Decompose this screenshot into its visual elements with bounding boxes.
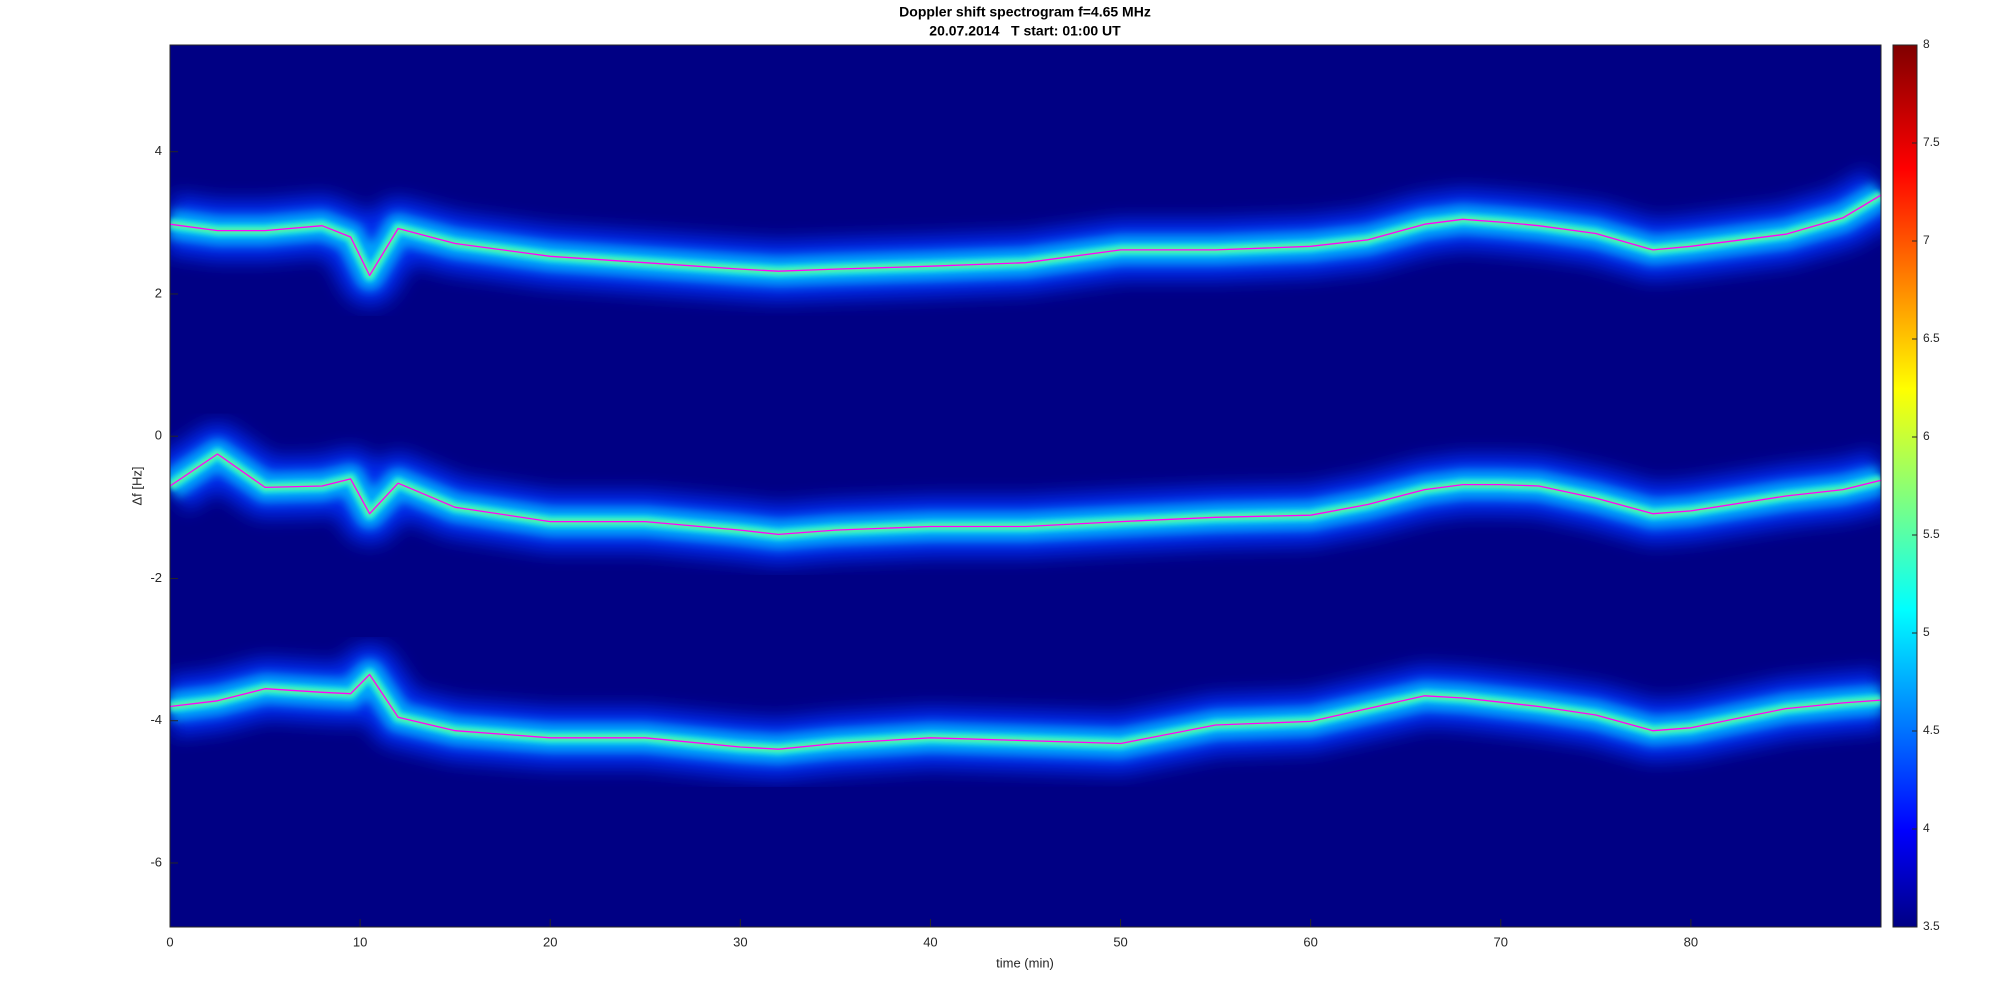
colorbar-tick-label: 6.5 bbox=[1923, 331, 1940, 345]
plot-area: 0 10 20 30 40 50 60 70 80 -6 -4 -2 0 2 4 bbox=[150, 44, 1882, 949]
colorbar-tick-label: 5 bbox=[1923, 625, 1930, 639]
y-tick-label: -2 bbox=[150, 570, 162, 585]
colorbar-tick-label: 4.5 bbox=[1923, 723, 1940, 737]
x-tick-label: 70 bbox=[1494, 934, 1508, 949]
x-tick-label: 30 bbox=[733, 934, 747, 949]
x-tick-label: 50 bbox=[1113, 934, 1127, 949]
trace-line bbox=[170, 194, 1881, 277]
x-tick-label: 10 bbox=[353, 934, 367, 949]
x-tick-label: 80 bbox=[1684, 934, 1698, 949]
axes-frame bbox=[169, 44, 1882, 928]
x-tick-label: 60 bbox=[1303, 934, 1317, 949]
spectrogram-layer bbox=[170, 169, 1881, 780]
y-tick-label: 0 bbox=[155, 428, 162, 443]
colorbar-tick-label: 7 bbox=[1923, 233, 1930, 247]
colorbar-tick-label: 6 bbox=[1923, 429, 1930, 443]
y-axis-label: Δf [Hz] bbox=[129, 466, 144, 505]
colorbar: 3.5 4 4.5 5 5.5 6 6.5 7 7.5 8 bbox=[1892, 37, 1940, 933]
x-axis-label: time (min) bbox=[996, 955, 1054, 970]
x-tick-label: 40 bbox=[923, 934, 937, 949]
colorbar-tick-label: 3.5 bbox=[1923, 919, 1940, 933]
colorbar-gradient bbox=[1892, 44, 1918, 928]
trace-line bbox=[170, 673, 1881, 750]
colorbar-tick-label: 7.5 bbox=[1923, 135, 1940, 149]
y-tick-label: 4 bbox=[155, 143, 162, 158]
y-tick-label: -6 bbox=[150, 854, 162, 869]
y-tick-label: 2 bbox=[155, 285, 162, 300]
y-tick-label: -4 bbox=[150, 712, 162, 727]
colorbar-tick-label: 8 bbox=[1923, 37, 1930, 51]
x-tick-label: 0 bbox=[166, 934, 173, 949]
chart-subtitle: 20.07.2014 T start: 01:00 UT bbox=[929, 23, 1121, 39]
colorbar-tick-label: 4 bbox=[1923, 821, 1930, 835]
colorbar-tick-label: 5.5 bbox=[1923, 527, 1940, 541]
chart-title: Doppler shift spectrogram f=4.65 MHz bbox=[899, 4, 1151, 20]
trace-line bbox=[170, 453, 1881, 536]
x-tick-label: 20 bbox=[543, 934, 557, 949]
